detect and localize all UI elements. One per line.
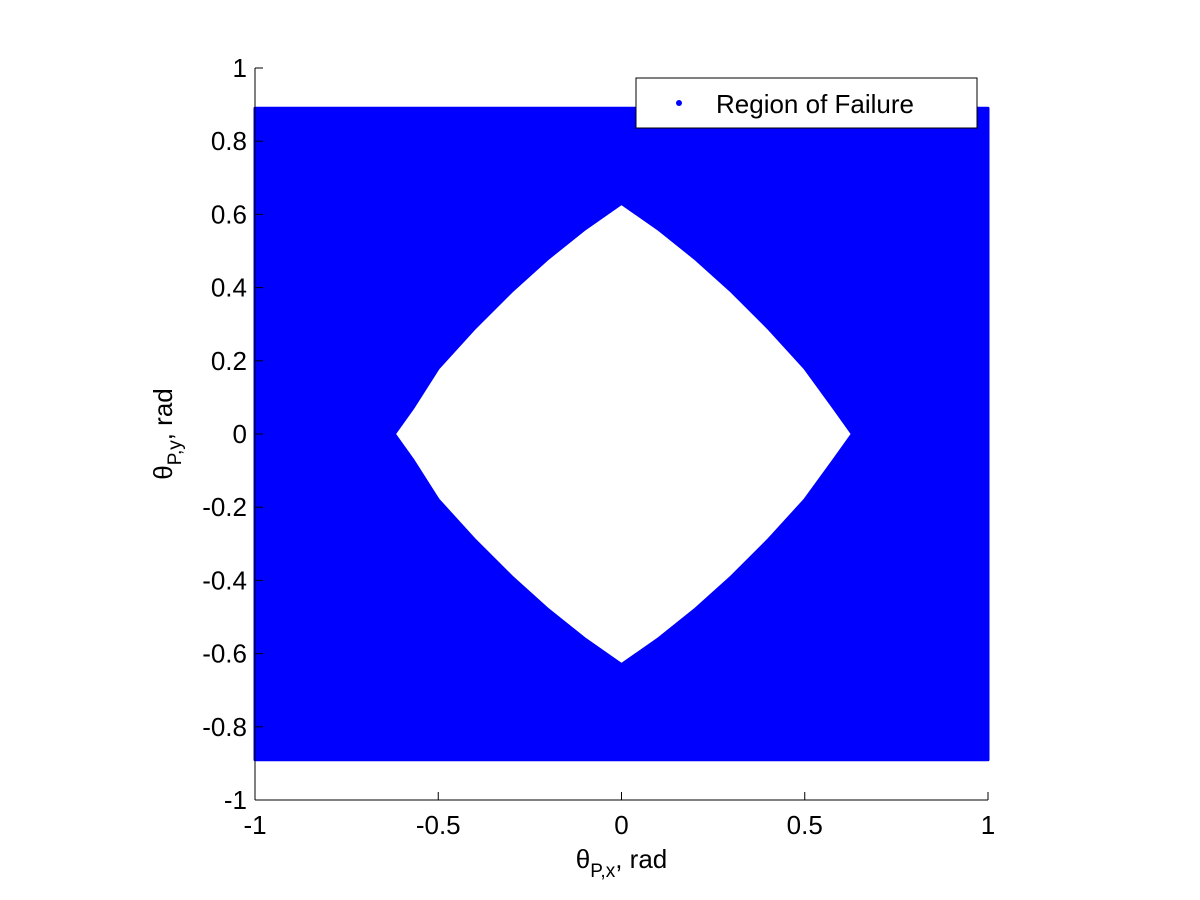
legend-label-region-of-failure: Region of Failure: [716, 89, 914, 119]
legend-box: [635, 77, 978, 129]
ticks: -1 -0.5 0 0.5 1 -1 -0.8 -0.6 -0.4 -0.2 0 0.2 0.4 0.6 0…: [202, 53, 995, 840]
y-tick-label: 1: [233, 53, 247, 83]
y-axis-label-sub: P,y: [165, 440, 186, 466]
y-tick-label: 0.4: [211, 273, 247, 303]
x-axis-label-base: θ: [576, 844, 590, 874]
y-tick-label: -0.2: [202, 492, 247, 522]
y-tick-label: 0.8: [211, 126, 247, 156]
y-tick-label: -0.4: [202, 565, 247, 595]
x-tick-label: 1: [981, 810, 995, 840]
y-tick-label: 0.2: [211, 346, 247, 376]
y-tick-label: -0.8: [202, 712, 247, 742]
y-tick-label: -1: [224, 785, 247, 815]
legend-marker-region-of-failure: [676, 100, 682, 106]
x-axis-label: θP,x, rad: [576, 844, 668, 882]
x-axis-label-suffix: , rad: [615, 844, 667, 874]
x-tick-label: 0.5: [787, 810, 823, 840]
x-tick-label: -0.5: [416, 810, 461, 840]
y-tick-label: 0: [233, 419, 247, 449]
x-tick-label: 0: [614, 810, 628, 840]
plot-area: [253, 106, 990, 762]
y-tick-label: -0.6: [202, 639, 247, 669]
y-tick-label: 0.6: [211, 199, 247, 229]
legend: Region of Failure: [635, 77, 978, 129]
y-axis-label: θP,y, rad: [148, 388, 186, 480]
y-axis-label-base: θ: [148, 465, 178, 479]
x-axis-label-sub: P,x: [590, 861, 616, 882]
y-axis-label-suffix: , rad: [148, 388, 178, 440]
failure-region: [253, 106, 990, 762]
x-tick-label: -1: [243, 810, 266, 840]
